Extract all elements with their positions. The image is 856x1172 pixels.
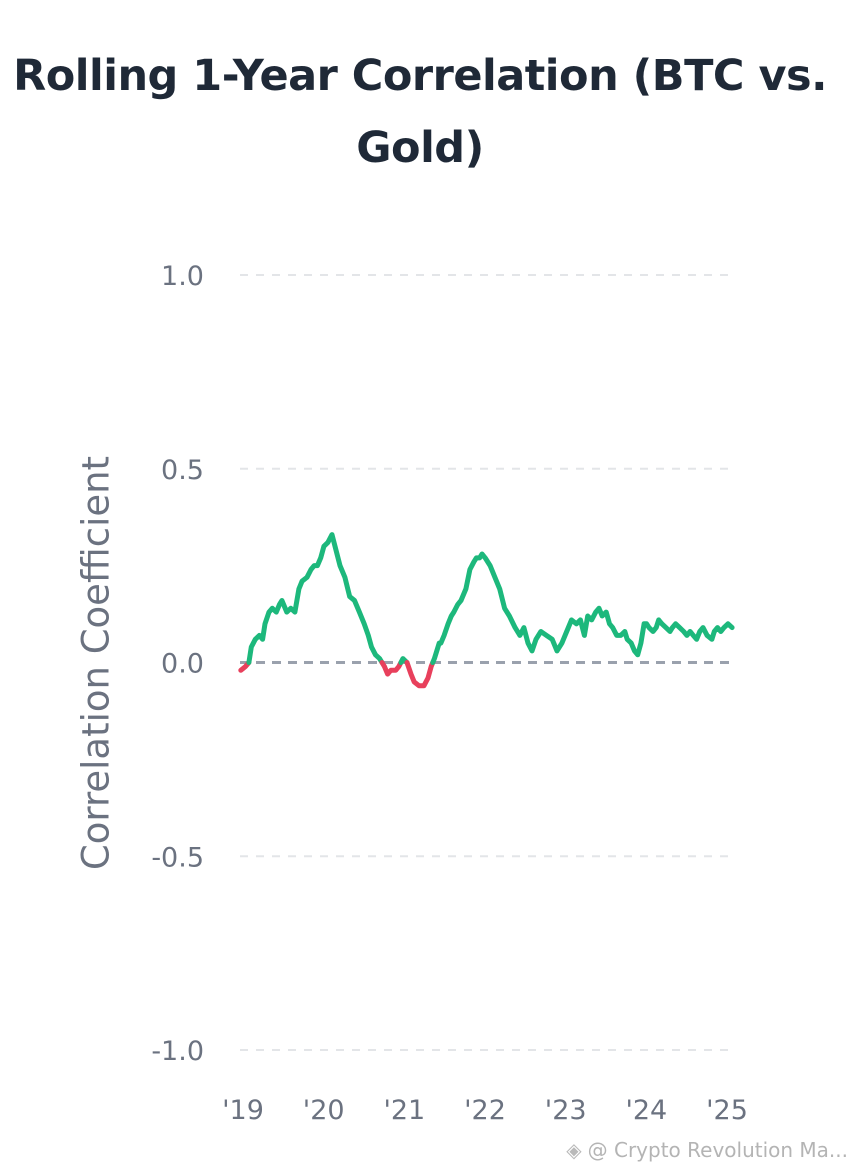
positive-correlation-segment — [246, 532, 385, 665]
x-tick-label: '24 — [625, 1095, 667, 1126]
x-tick-labels: '19 '20 '21 '22 '23 '24 '25 — [222, 1095, 748, 1126]
grid-lines — [240, 274, 732, 1051]
y-tick-label: 1.0 — [161, 261, 204, 292]
y-tick-label: -1.0 — [151, 1036, 204, 1067]
y-tick-label: 0.5 — [161, 455, 204, 486]
x-tick-label: '22 — [464, 1095, 506, 1126]
negative-correlation-segment — [379, 660, 404, 677]
positive-correlation-segment — [430, 551, 735, 665]
x-tick-label: '21 — [383, 1095, 425, 1126]
x-tick-label: '19 — [222, 1095, 264, 1126]
series-lines — [238, 532, 735, 689]
watermark: ◈ @ Crypto Revolution Ma... — [566, 1138, 848, 1162]
y-tick-label: 0.0 — [161, 649, 204, 680]
y-tick-label: -0.5 — [151, 842, 204, 873]
watermark-text: @ Crypto Revolution Ma... — [587, 1138, 848, 1162]
y-tick-labels: 1.0 0.5 0.0 -0.5 -1.0 — [151, 261, 204, 1067]
x-tick-label: '23 — [545, 1095, 587, 1126]
x-tick-label: '25 — [706, 1095, 748, 1126]
x-tick-label: '20 — [303, 1095, 345, 1126]
chart-title: Rolling 1-Year Correlation (BTC vs. Gold… — [13, 51, 827, 173]
negative-correlation-segment — [404, 660, 436, 689]
binance-logo-icon: ◈ — [566, 1138, 582, 1162]
